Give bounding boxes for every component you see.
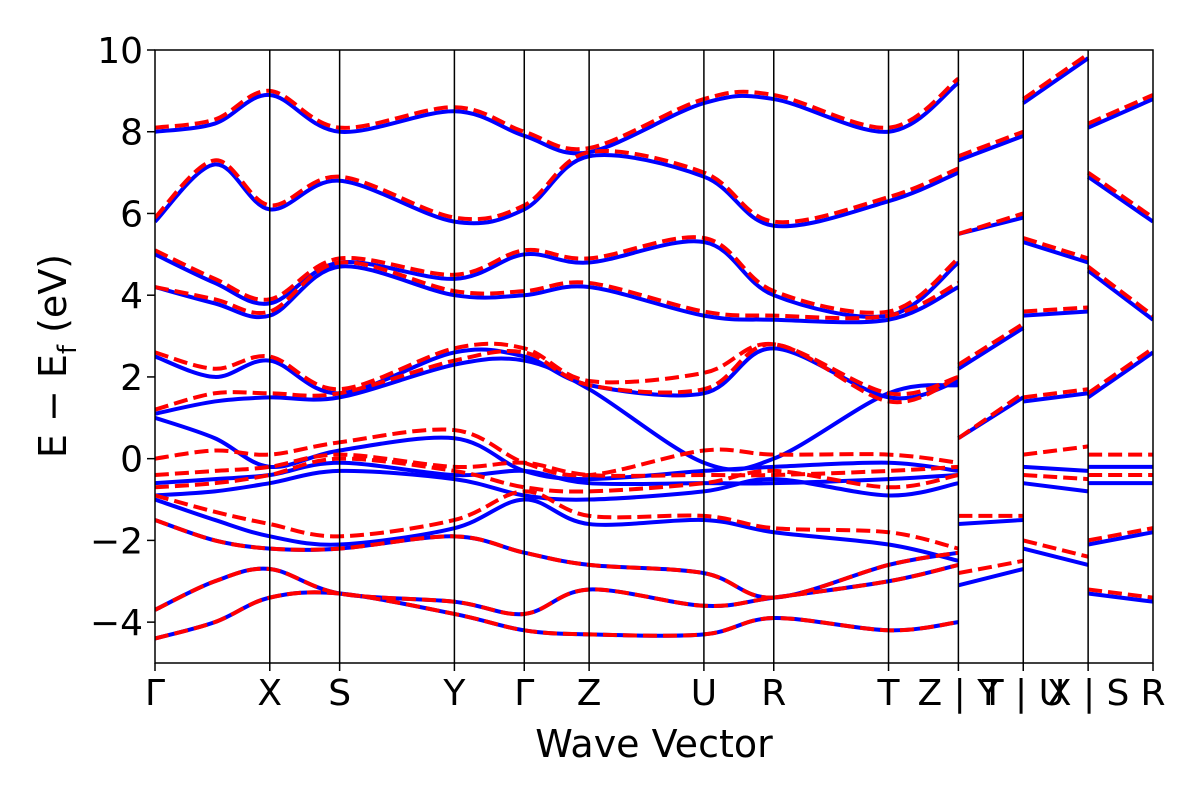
- dashed-band-4: [155, 456, 959, 494]
- x-tick-label-3: Y: [442, 673, 466, 714]
- x-axis-label: Wave Vector: [535, 722, 773, 766]
- dashed-band-21: [1023, 387, 1089, 400]
- dashed-band-20: [1023, 473, 1089, 482]
- dashed-band-28: [1086, 346, 1153, 395]
- y-axis-label-subscript: f: [53, 344, 83, 354]
- y-tick-label-4: 4: [120, 276, 143, 317]
- solid-band-18: [957, 133, 1024, 163]
- y-axis-label-main: E − E: [31, 354, 75, 458]
- solid-band-30: [1086, 175, 1153, 224]
- solid-band-10: [155, 239, 960, 319]
- dashed-band-19: [1023, 444, 1089, 457]
- x-tick-label-7: R: [761, 673, 786, 714]
- y-tick-label-3: 2: [120, 358, 143, 399]
- solid-band-32: [1087, 591, 1153, 604]
- y-tick-label-0: −4: [90, 603, 143, 644]
- solid-band-25: [1022, 546, 1089, 567]
- x-tick-label-5: Z: [577, 673, 602, 714]
- dashed-band-33: [1087, 526, 1153, 543]
- y-tick-label-7: 10: [97, 31, 143, 72]
- solid-band-19: [1023, 464, 1089, 473]
- dashed-band-25: [1022, 538, 1089, 559]
- dashed-band-3: [155, 489, 959, 551]
- solid-band-15: [957, 567, 1024, 588]
- dashed-band-12: [155, 76, 960, 152]
- dashed-band-23: [1022, 236, 1089, 261]
- solid-band-20: [1023, 481, 1089, 494]
- dashed-band-29: [1086, 264, 1153, 318]
- solid-band-16: [957, 326, 1025, 371]
- dashed-band-13: [957, 391, 1025, 440]
- solid-band-12: [155, 81, 960, 156]
- solid-band-14: [958, 517, 1024, 527]
- dashed-band-5: [155, 452, 959, 478]
- y-axis-label: E − Ef (eV): [31, 254, 83, 458]
- x-tick-label-9: Z | Y: [918, 673, 1001, 714]
- dashed-band-9: [155, 260, 960, 321]
- dashed-band-18: [957, 129, 1024, 159]
- x-tick-label-8: T: [877, 673, 901, 714]
- dashed-band-32: [1087, 587, 1153, 600]
- x-tick-label-12: R: [1140, 673, 1165, 714]
- y-tick-label-1: −2: [90, 521, 143, 562]
- x-tick-label-2: S: [328, 673, 351, 714]
- y-axis: −4 −2 0 2 4 6 8 10: [90, 31, 155, 644]
- plot-area: [155, 50, 1153, 663]
- kpoint-lines: [269, 50, 1089, 663]
- dashed-band-6: [155, 427, 959, 478]
- solid-band-28: [1086, 350, 1153, 400]
- dashed-band-15: [958, 558, 1024, 576]
- dashed-band-17: [957, 211, 1024, 236]
- solid-band-23: [1022, 240, 1089, 265]
- solid-band-33: [1087, 530, 1153, 547]
- solid-band-24: [1022, 56, 1090, 105]
- dashed-band-2: [155, 518, 959, 600]
- y-axis-label-unit: (eV): [31, 254, 75, 345]
- y-tick-label-2: 0: [120, 440, 143, 481]
- dashed-band-16: [957, 322, 1025, 367]
- solid-band-31: [1087, 97, 1153, 130]
- x-tick-label-4: Γ: [514, 673, 534, 714]
- dashed-band-30: [1086, 170, 1153, 220]
- solid-band-29: [1086, 269, 1153, 322]
- dashed-band-10: [155, 235, 960, 315]
- x-tick-label-1: X: [257, 673, 282, 714]
- x-tick-label-10: T | U: [981, 673, 1065, 714]
- x-tick-label-0: Γ: [145, 673, 165, 714]
- y-tick-label-5: 6: [120, 194, 143, 235]
- solid-band-21: [1023, 391, 1089, 404]
- dashed-band-24: [1022, 52, 1090, 101]
- solid-band-22: [1023, 309, 1089, 318]
- plot-frame: [154, 49, 1154, 664]
- y-tick-label-6: 8: [120, 113, 143, 154]
- x-tick-label-11: X | S: [1047, 673, 1130, 714]
- dashed-band-1: [155, 562, 959, 617]
- dashed-band-7: [155, 342, 960, 412]
- dashed-band-22: [1023, 305, 1089, 314]
- dashed-band-31: [1087, 93, 1153, 126]
- x-tick-label-6: U: [691, 673, 717, 714]
